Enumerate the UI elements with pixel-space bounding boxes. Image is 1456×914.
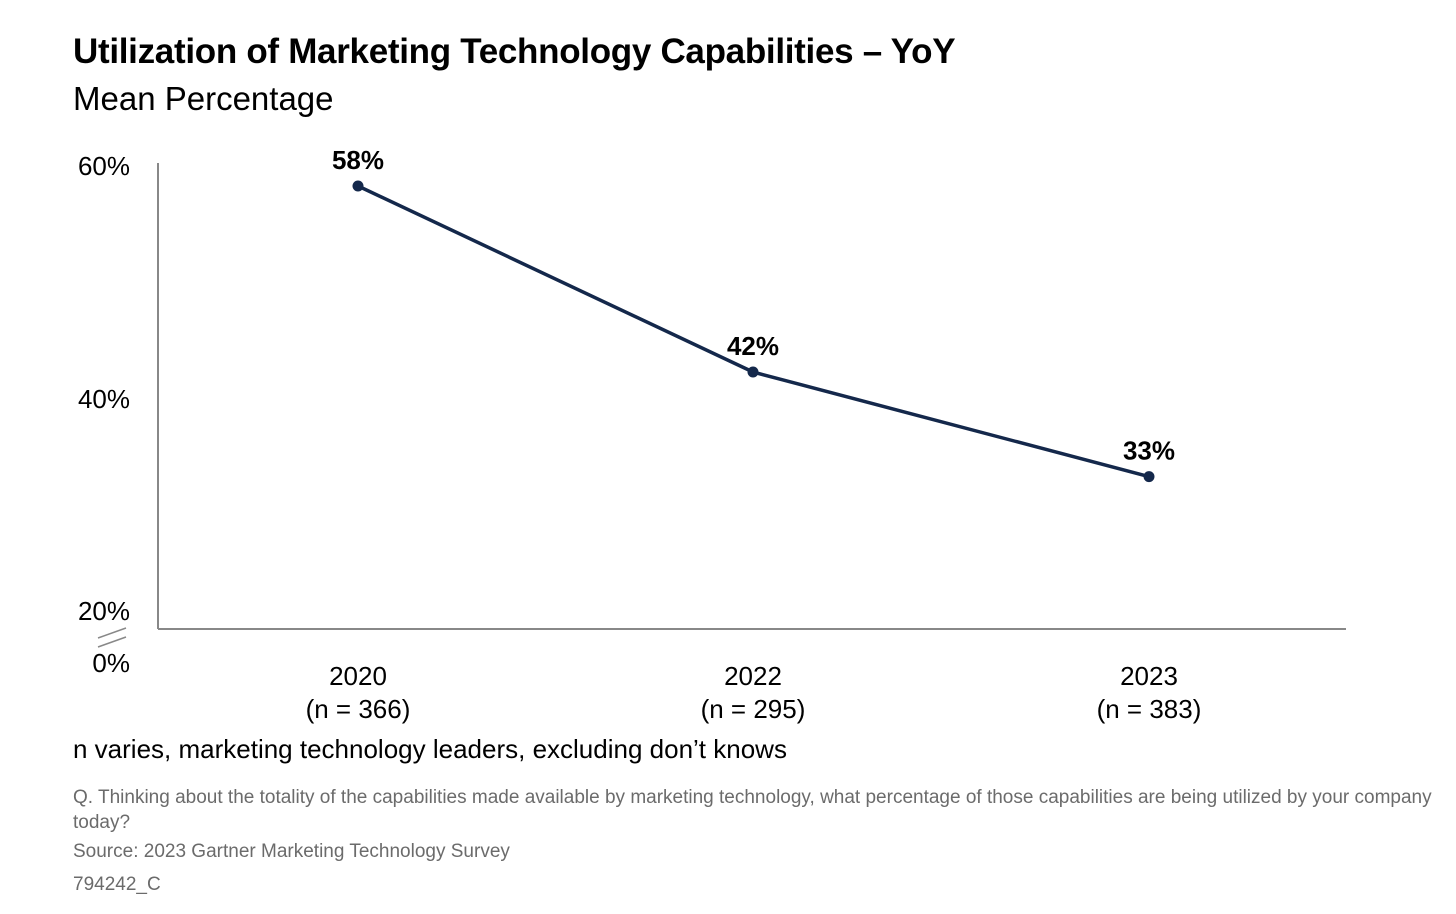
y-tick-label: 0% <box>92 648 130 678</box>
data-point <box>352 180 364 192</box>
source-note: Source: 2023 Gartner Marketing Technolog… <box>73 841 510 862</box>
chart-title: Utilization of Marketing Technology Capa… <box>73 32 956 71</box>
survey-question: Q. Thinking about the totality of the ca… <box>73 787 1432 833</box>
data-label: 42% <box>727 331 779 361</box>
data-point <box>747 366 759 378</box>
x-tick-label: 2022 <box>724 661 782 691</box>
y-tick-label: 60% <box>78 151 130 181</box>
axis-break-mark <box>97 627 127 639</box>
chart-subtitle: Mean Percentage <box>73 80 334 117</box>
data-label: 58% <box>332 145 384 175</box>
document-id: 794242_C <box>73 874 161 895</box>
y-tick-label: 20% <box>78 596 130 626</box>
x-tick-sublabel: (n = 295) <box>701 694 806 724</box>
x-tick-label: 2020 <box>329 661 387 691</box>
sample-note: n varies, marketing technology leaders, … <box>73 734 787 764</box>
line-chart: 60% 40% 20% 0% 2020(n = 366) 2022(n = 295) 202… <box>78 145 1346 724</box>
axis-break-mark <box>97 636 127 648</box>
x-tick-sublabel: (n = 383) <box>1097 694 1202 724</box>
data-point <box>1143 471 1155 483</box>
data-label: 33% <box>1123 436 1175 466</box>
x-tick-sublabel: (n = 366) <box>306 694 411 724</box>
y-tick-label: 40% <box>78 384 130 414</box>
x-tick-label: 2023 <box>1120 661 1178 691</box>
